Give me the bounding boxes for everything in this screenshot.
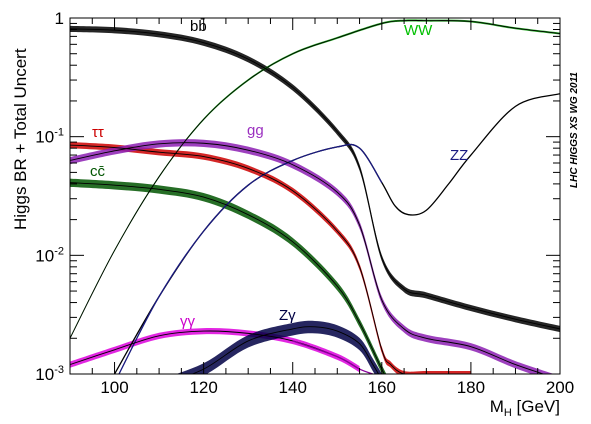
plot-frame	[69, 17, 561, 375]
series-6-line	[70, 182, 385, 374]
y-axis-title: Higgs BR + Total Uncert	[11, 48, 30, 230]
x-axis-title-unit: [GeV]	[512, 397, 560, 416]
series-9-band	[176, 320, 383, 374]
series-label: Zγ	[279, 307, 296, 324]
series-labels: bb̄ WW ZZ ττ gg cc̄ γγ Zγ	[90, 18, 468, 330]
series-label: γγ	[180, 313, 196, 330]
series-0-line	[70, 28, 560, 330]
x-tick-label: 100	[100, 378, 128, 397]
series-label: WW	[404, 22, 433, 39]
series-3-line	[118, 143, 383, 374]
series-label: gg	[247, 122, 264, 139]
series-label: ττ	[92, 124, 104, 141]
axis-ticks	[69, 17, 561, 375]
x-tick-label: 120	[189, 378, 217, 397]
watermark: LHC HIGGS XS WG 2011	[569, 72, 580, 188]
series-lines	[70, 19, 560, 374]
y-tick-label: 10-3	[35, 364, 64, 384]
x-tick-label: 180	[457, 378, 485, 397]
series-5-line	[70, 142, 545, 374]
x-axis-title-sub: H	[504, 407, 512, 419]
series-label: cc̄	[90, 163, 106, 180]
y-tick-label: 1	[55, 9, 64, 28]
axis-tick-labels: 100 120 140 160 180 200 10-3 10-2 10-1 1	[35, 9, 574, 397]
y-tick-label: 10-2	[35, 245, 64, 265]
uncertainty-bands	[70, 19, 560, 374]
series-label: bb̄	[190, 18, 207, 35]
x-tick-label: 200	[546, 378, 574, 397]
series-7-band	[70, 327, 360, 373]
x-axis-title-main: M	[490, 397, 504, 416]
x-axis-title: MH [GeV]	[490, 397, 560, 419]
x-tick-label: 140	[279, 378, 307, 397]
y-tick-label: 10-1	[35, 127, 64, 147]
x-tick-label: 160	[368, 378, 396, 397]
series-8-line	[292, 340, 374, 374]
series-label: ZZ	[450, 147, 468, 164]
series-9-line	[191, 326, 380, 374]
